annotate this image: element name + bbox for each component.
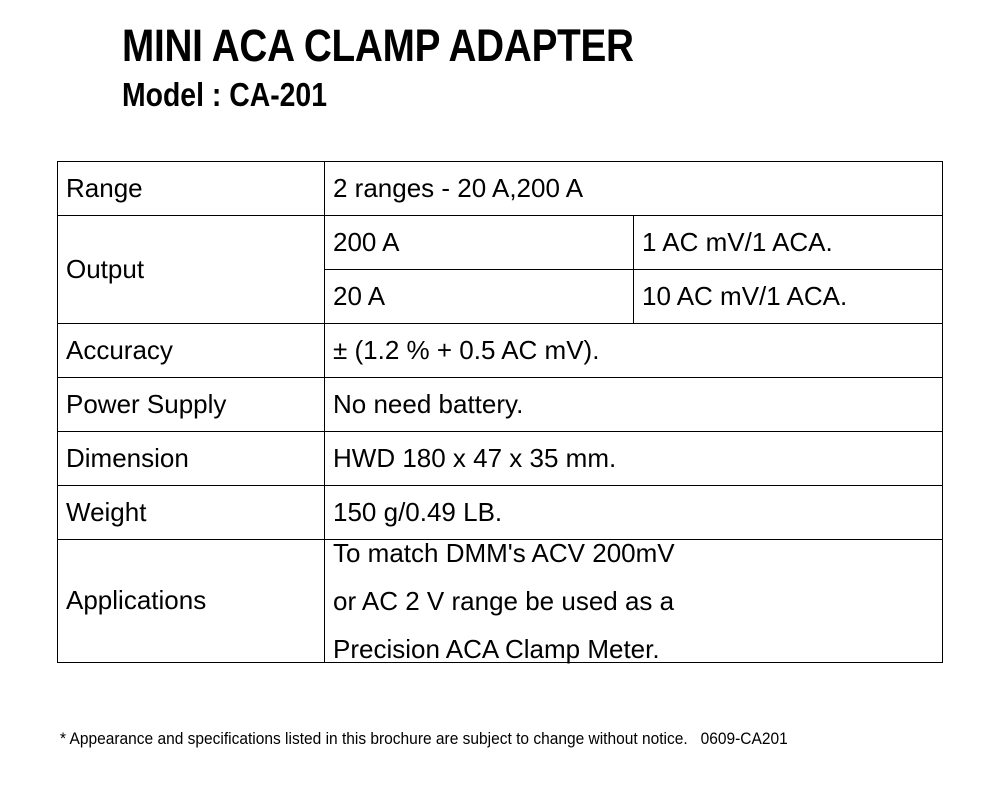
row-label-weight: Weight [57,485,325,540]
row-value-accuracy: ± (1.2 % + 0.5 AC mV). [324,323,943,378]
table-row: Power Supply No need battery. [57,377,943,432]
table-row: Output 200 A 1 AC mV/1 ACA. [57,215,943,324]
row-label-applications: Applications [57,539,325,663]
table-row: Range 2 ranges - 20 A,200 A [57,161,943,216]
specifications-table: Range 2 ranges - 20 A,200 A Output 200 A… [57,161,943,663]
row-label-range: Range [57,161,325,216]
model-number-label: Model : CA-201 [122,75,328,113]
row-value-output-20a: 10 AC mV/1 ACA. [633,269,943,324]
row-label-dimension: Dimension [57,431,325,486]
row-value-dimension: HWD 180 x 47 x 35 mm. [324,431,943,486]
row-value-power-supply: No need battery. [324,377,943,432]
row-value-output-200a: 1 AC mV/1 ACA. [633,215,943,270]
row-label-accuracy: Accuracy [57,323,325,378]
table-row: Weight 150 g/0.49 LB. [57,485,943,540]
row-value-applications: To match DMM's ACV 200mV or AC 2 V range… [324,538,943,664]
row-label-power-supply: Power Supply [57,377,325,432]
table-row: Applications To match DMM's ACV 200mV or… [57,538,943,664]
row-value-weight: 150 g/0.49 LB. [324,485,943,540]
disclaimer-footnote: * Appearance and specifications listed i… [60,730,788,748]
row-value-range: 2 ranges - 20 A,200 A [324,161,943,216]
document-header: MINI ACA CLAMP ADAPTER Model : CA-201 [0,0,1002,114]
table-row: 20 A 10 AC mV/1 ACA. [58,269,943,324]
applications-line-3: Precision ACA Clamp Meter. [333,634,660,664]
table-row: Dimension HWD 180 x 47 x 35 mm. [57,431,943,486]
specifications-table-container: Range 2 ranges - 20 A,200 A Output 200 A… [57,161,943,663]
applications-line-2: or AC 2 V range be used as a [333,586,675,616]
row-sublabel-output-200a: 200 A [324,215,634,270]
row-sublabel-output-20a: 20 A [324,269,634,324]
applications-line-1: To match DMM's ACV 200mV [333,538,675,568]
row-label-output: Output [57,215,325,324]
table-row: Accuracy ± (1.2 % + 0.5 AC mV). [57,323,943,378]
page-title: MINI ACA CLAMP ADAPTER [122,20,634,71]
